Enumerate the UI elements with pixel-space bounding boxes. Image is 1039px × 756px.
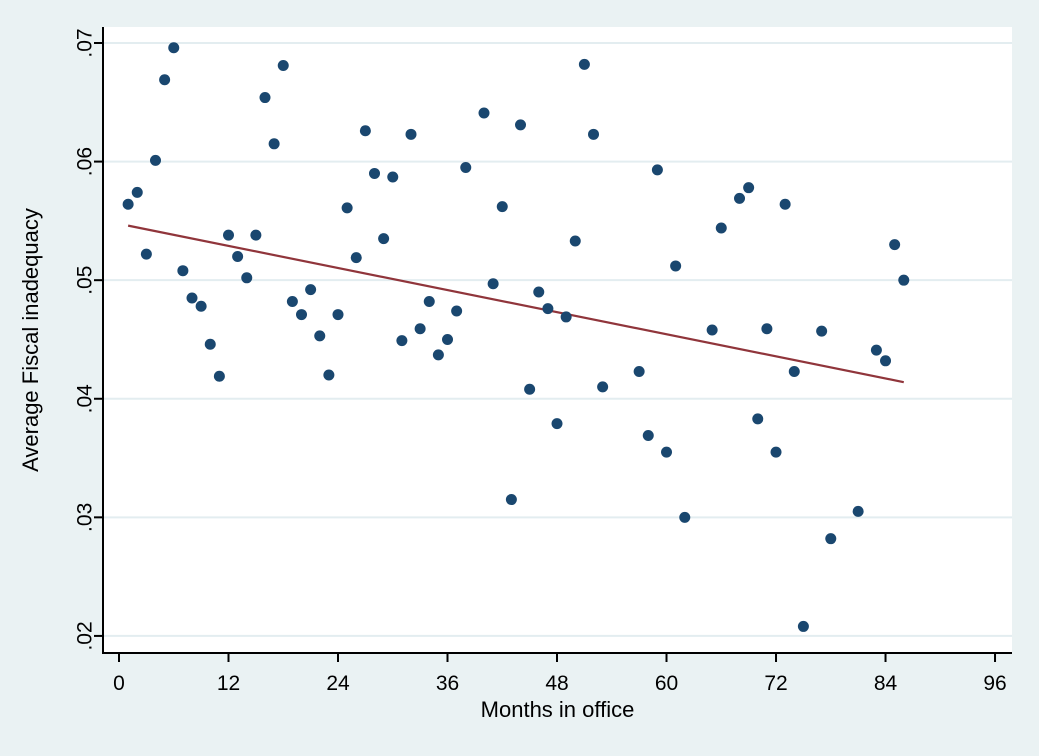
data-point xyxy=(232,250,244,262)
data-point xyxy=(341,202,353,214)
x-tick-label: 60 xyxy=(655,672,678,695)
data-point xyxy=(323,369,335,381)
x-axis-title: Months in office xyxy=(480,697,635,722)
data-point xyxy=(852,505,864,517)
y-axis-title: Average Fiscal inadequacy xyxy=(18,208,43,472)
data-point xyxy=(880,355,892,367)
data-point xyxy=(524,383,536,395)
data-point xyxy=(177,265,189,277)
y-tick-label: .04 xyxy=(74,384,97,414)
x-tick-label: 84 xyxy=(874,672,898,695)
data-point xyxy=(651,164,663,176)
data-point xyxy=(186,292,198,304)
data-point xyxy=(296,309,308,321)
data-point xyxy=(359,125,371,137)
data-point xyxy=(250,229,262,241)
data-point xyxy=(542,303,554,315)
data-point xyxy=(423,296,435,308)
data-point xyxy=(734,192,746,204)
data-point xyxy=(898,274,910,286)
data-point xyxy=(816,325,828,337)
data-point xyxy=(204,338,216,350)
data-point xyxy=(633,365,645,377)
data-point xyxy=(752,413,764,425)
data-point xyxy=(195,300,207,312)
data-point xyxy=(825,533,837,545)
data-point xyxy=(396,335,408,347)
data-point xyxy=(642,430,654,442)
data-point xyxy=(350,252,362,264)
data-point xyxy=(779,198,791,210)
data-point xyxy=(159,74,171,86)
data-point xyxy=(560,311,572,323)
y-tick-label: .07 xyxy=(74,28,97,57)
data-point xyxy=(788,365,800,377)
x-tick-label: 96 xyxy=(983,672,1006,695)
data-point xyxy=(661,446,673,458)
y-tick-label: .03 xyxy=(74,503,97,532)
fit-line xyxy=(127,224,904,384)
x-tick-label: 24 xyxy=(326,672,350,695)
x-tick-label: 72 xyxy=(764,672,787,695)
x-tick-label: 12 xyxy=(217,672,240,695)
data-point xyxy=(478,107,490,119)
data-point xyxy=(223,229,235,241)
data-point xyxy=(569,235,581,247)
y-tick-label: .02 xyxy=(74,621,97,650)
data-point xyxy=(332,309,344,321)
data-point xyxy=(378,233,390,245)
data-point xyxy=(314,330,326,342)
data-point xyxy=(131,186,143,198)
data-point xyxy=(670,260,682,272)
data-point xyxy=(149,154,161,166)
data-point xyxy=(515,119,527,131)
x-tick-label: 0 xyxy=(113,672,125,695)
data-point xyxy=(706,324,718,336)
data-point xyxy=(305,284,317,296)
data-point xyxy=(770,446,782,458)
data-point xyxy=(761,323,773,335)
data-point xyxy=(387,171,399,183)
data-point xyxy=(533,286,545,298)
data-point xyxy=(241,272,253,284)
data-point xyxy=(578,58,590,70)
data-point xyxy=(369,167,381,179)
y-tick-label: .06 xyxy=(74,147,97,176)
data-point xyxy=(597,381,609,393)
data-point xyxy=(451,305,463,317)
data-point xyxy=(797,620,809,632)
data-point xyxy=(405,128,417,140)
data-point xyxy=(505,494,517,506)
data-point xyxy=(487,278,499,290)
data-point xyxy=(277,60,289,72)
y-tick-label: .05 xyxy=(74,266,97,295)
data-point xyxy=(743,182,755,194)
data-point xyxy=(588,128,600,140)
data-point xyxy=(679,511,691,523)
data-point xyxy=(870,344,882,356)
data-point xyxy=(122,198,134,210)
data-point xyxy=(414,323,426,335)
data-point xyxy=(432,349,444,361)
data-point xyxy=(551,418,563,430)
data-point xyxy=(442,333,454,345)
data-point xyxy=(889,239,901,251)
x-tick-label: 36 xyxy=(436,672,459,695)
data-point xyxy=(268,138,280,150)
data-point xyxy=(286,296,298,308)
data-point xyxy=(140,248,152,260)
data-point xyxy=(213,370,225,382)
x-tick-label: 48 xyxy=(545,672,568,695)
data-point xyxy=(496,201,508,213)
data-point xyxy=(715,222,727,234)
data-point xyxy=(168,42,180,54)
data-point xyxy=(460,162,472,174)
plot-area xyxy=(103,27,1012,653)
data-point xyxy=(259,92,271,104)
